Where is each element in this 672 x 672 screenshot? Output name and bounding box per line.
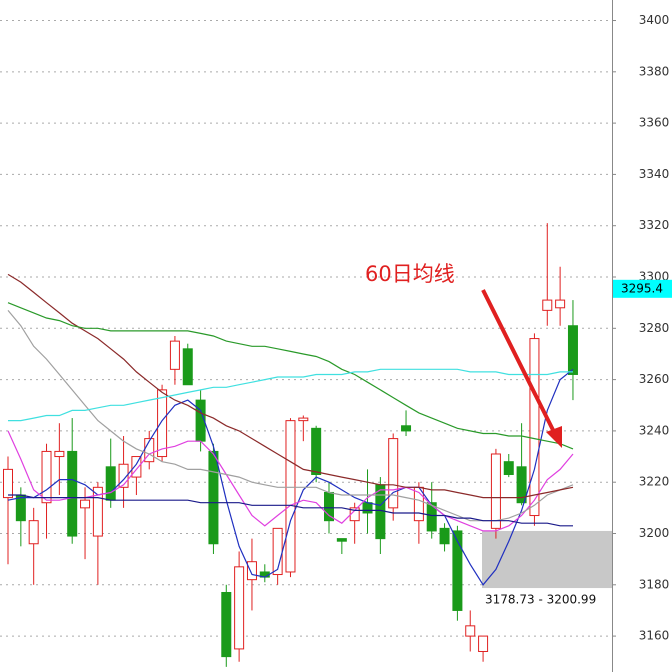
candle-body: [157, 389, 168, 458]
candle-body: [169, 340, 180, 370]
candle-body: [555, 299, 566, 309]
candle-body: [41, 450, 52, 504]
candle-body: [324, 491, 334, 522]
candle-body: [452, 530, 463, 611]
y-tick-label: 3180: [639, 577, 670, 591]
moving-average-line: [7, 302, 574, 450]
candle-body: [567, 325, 578, 375]
candle-body: [375, 484, 386, 540]
range-label: 3178.73 - 3200.99: [485, 593, 596, 607]
moving-average-line: [8, 494, 573, 527]
price-label-bg: [613, 279, 672, 298]
moving-average-line: [7, 273, 574, 499]
candle-body: [3, 468, 13, 499]
candle-body: [118, 463, 129, 488]
candle-body: [67, 450, 78, 537]
candle-body: [311, 427, 322, 476]
candle-body: [362, 502, 373, 514]
candle-body: [542, 299, 553, 311]
candle-body: [439, 527, 450, 545]
y-tick-label: 3240: [639, 423, 670, 437]
candle-body: [388, 438, 399, 509]
candle-body: [54, 450, 65, 458]
annotation: 60日均线: [365, 262, 455, 286]
y-tick-label: 3400: [639, 13, 670, 27]
candle-body: [336, 538, 347, 542]
moving-average-line: [7, 310, 574, 522]
y-tick-label: 3280: [639, 321, 670, 335]
y-tick-label: 3160: [639, 629, 670, 643]
candle-body: [131, 456, 142, 478]
moving-average-line: [8, 368, 573, 422]
y-tick-label: 3220: [639, 475, 670, 489]
candle-body: [182, 348, 193, 386]
candle-body: [401, 425, 412, 432]
candle-body: [28, 520, 39, 545]
y-tick-label: 3320: [639, 218, 670, 232]
candle-body: [490, 453, 501, 529]
candle-body: [298, 417, 309, 422]
candle-body: [478, 635, 489, 652]
candle-body: [208, 450, 219, 545]
candle-body: [426, 502, 437, 532]
annotation-arrow: [481, 289, 558, 437]
y-tick-label: 3360: [639, 116, 670, 130]
plot: 3160318032003220324032603280330033203340…: [0, 13, 669, 667]
y-tick-label: 3260: [639, 372, 670, 386]
range-box: [482, 530, 612, 589]
candle-body: [285, 420, 296, 573]
y-tick-label: 3340: [639, 167, 670, 181]
candle-body: [221, 591, 232, 658]
candle-body: [516, 466, 527, 504]
y-tick-label: 3380: [639, 64, 670, 78]
annotation-arrowhead: [546, 426, 562, 448]
candle-body: [503, 461, 514, 476]
candle-body: [15, 494, 26, 522]
candle-body: [529, 338, 540, 517]
price-label: 3295.4: [621, 281, 663, 295]
y-tick-label: 3200: [639, 526, 670, 540]
candle-body: [246, 561, 257, 581]
candle-body: [92, 486, 103, 537]
candle-body: [80, 499, 91, 509]
candle-body: [234, 566, 245, 650]
candle-body: [105, 466, 116, 501]
candle-body: [465, 625, 476, 637]
